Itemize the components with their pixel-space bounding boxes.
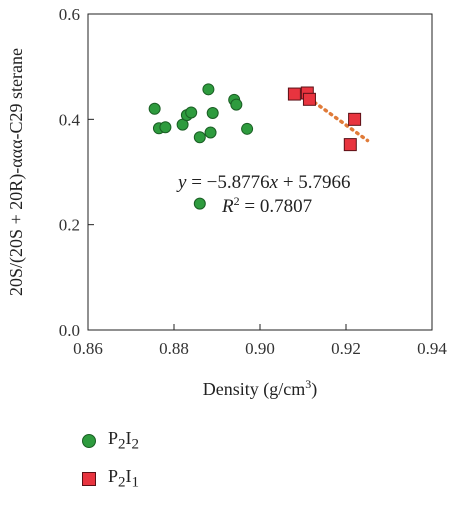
y-tick-label: 0.0 [59, 321, 80, 340]
data-point-p2i2 [185, 106, 198, 119]
data-point-p2i1 [343, 138, 357, 152]
regression-equation: y = −5.8776x + 5.7966 [176, 172, 351, 193]
axis-ticks: 0.86 0.88 0.90 0.92 0.94 0.0 0.2 0.4 0.6 [59, 5, 448, 358]
data-point-p2i2 [148, 102, 161, 115]
y-tick-label: 0.2 [59, 216, 80, 235]
red-square-marker-icon [78, 468, 108, 490]
data-point-p2i1 [302, 92, 316, 106]
y-axis-title: 20S/(20S + 20R)-ααα-C29 sterane [6, 48, 27, 296]
green-circle-marker-icon [78, 430, 108, 452]
x-tick-label: 0.90 [245, 339, 275, 358]
x-tick-label: 0.94 [417, 339, 447, 358]
y-tick-label: 0.6 [59, 5, 80, 24]
legend-label-p2i2: P2I2 [108, 428, 140, 453]
x-axis-title-superscript: 3 [305, 377, 311, 391]
data-point-p2i2 [204, 126, 217, 139]
scatter-chart: 0.86 0.88 0.90 0.92 0.94 0.0 0.2 0.4 0.6 Density… [6, 5, 448, 400]
legend-item-p2i2: P2I2 [78, 428, 140, 453]
x-tick-label: 0.88 [159, 339, 189, 358]
x-tick-label: 0.86 [73, 339, 103, 358]
data-point-p2i2 [193, 131, 206, 144]
legend-label-p2i1: P2I1 [108, 466, 140, 491]
data-point-p2i2 [230, 98, 243, 111]
data-point-p2i2 [206, 107, 219, 120]
x-tick-label: 0.92 [331, 339, 361, 358]
legend: P2I2 P2I1 [78, 428, 140, 506]
data-point-p2i1 [348, 112, 362, 126]
data-point-p2i2 [193, 197, 206, 210]
y-tick-label: 0.4 [59, 110, 81, 129]
r-squared-label: R2 = 0.7807 [221, 194, 312, 217]
data-point-p2i2 [241, 122, 254, 135]
legend-item-p2i1: P2I1 [78, 466, 140, 491]
x-axis-title: Density (g/cm3) [203, 377, 317, 400]
data-point-p2i2 [159, 121, 172, 134]
data-points [148, 83, 362, 210]
data-point-p2i2 [202, 83, 215, 96]
data-point-p2i1 [287, 87, 301, 101]
